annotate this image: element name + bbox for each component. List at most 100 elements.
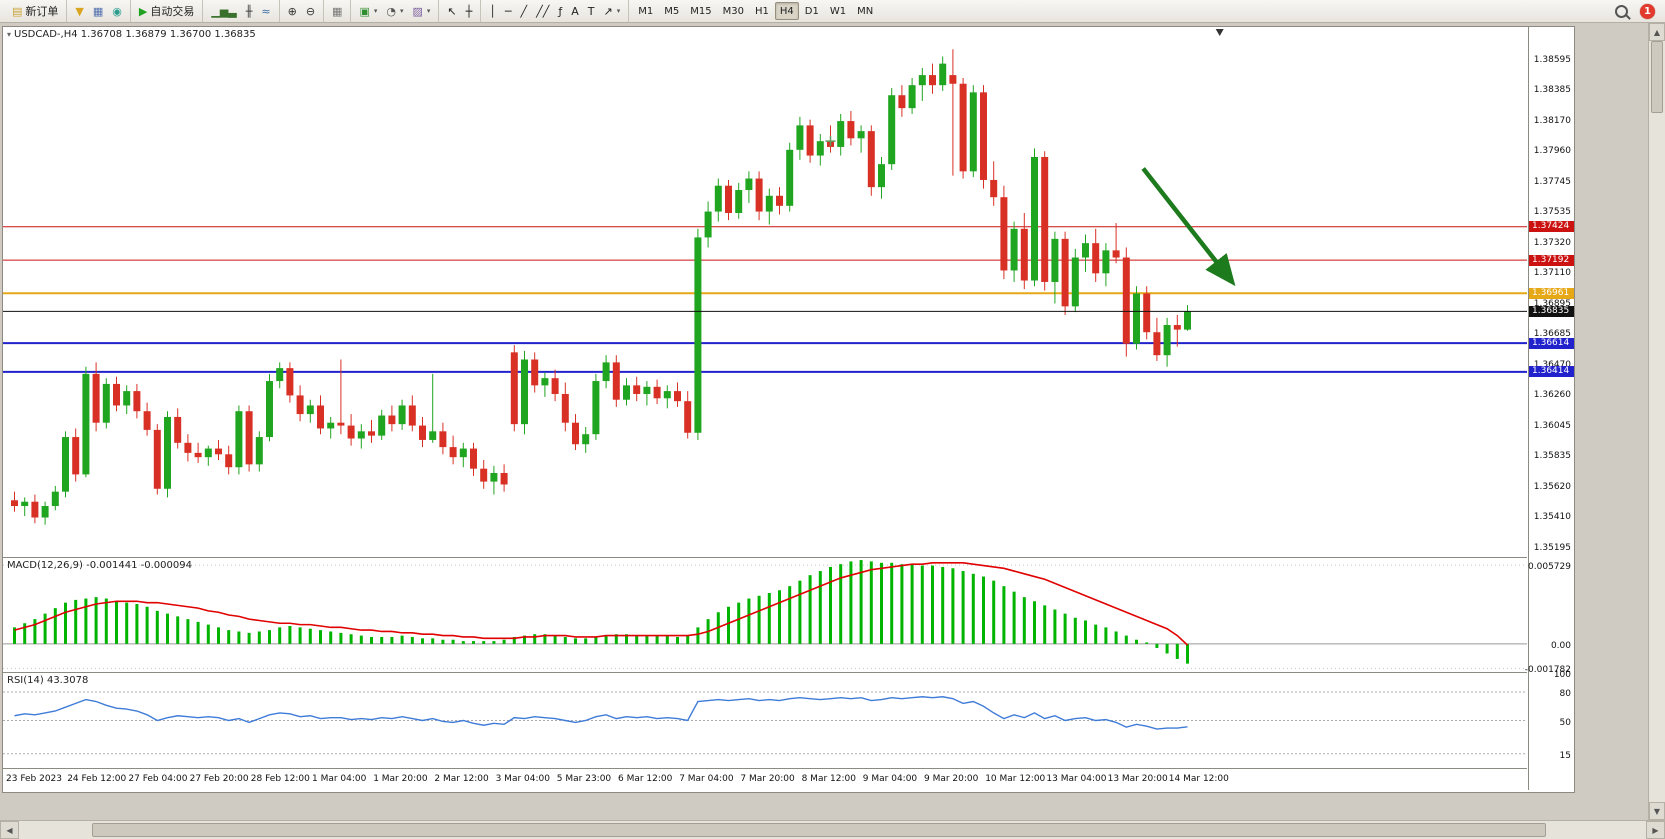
crosshair-button[interactable]: ┼: [462, 1, 477, 21]
bar-chart-button[interactable]: ▁▅▃: [207, 1, 240, 21]
main-chart-pane[interactable]: ▾ USDCAD-,H4 1.36708 1.36879 1.36700 1.36…: [3, 27, 1527, 558]
trendline-button[interactable]: ╱: [517, 1, 532, 21]
scroll-left-arrow-icon[interactable]: ◀: [0, 821, 19, 839]
time-axis-label: 13 Mar 04:00: [1046, 774, 1107, 784]
notification-badge[interactable]: 1: [1640, 3, 1655, 19]
tf-h1-button-label: H1: [754, 5, 769, 17]
navigator-button[interactable]: ◉: [108, 1, 126, 21]
tf-m30-button[interactable]: M30: [718, 2, 749, 20]
crosshair-icon: ┼: [465, 4, 473, 18]
time-axis-label: 5 Mar 23:00: [556, 774, 612, 784]
trend-arrow-annotation[interactable]: [1141, 167, 1236, 287]
tf-d1-button[interactable]: D1: [800, 2, 824, 20]
horizontal-line-button[interactable]: ─: [501, 1, 516, 21]
chart-window-usdcad: ▾ USDCAD-,H4 1.36708 1.36879 1.36700 1.36…: [2, 26, 1575, 793]
zoom-out-icon: ⊖: [305, 4, 316, 18]
search-button[interactable]: [1611, 1, 1632, 21]
scroll-right-arrow-icon[interactable]: ▶: [1646, 821, 1665, 839]
tf-m1-button[interactable]: M1: [633, 2, 658, 20]
bar-chart-icon: ▁▅▃: [211, 4, 237, 18]
text-button[interactable]: A: [567, 1, 583, 21]
toolbar-group-panels: ▼ ▦ ◉: [66, 0, 129, 22]
time-axis-label: 9 Mar 20:00: [924, 774, 979, 784]
v-scrollbar-thumb[interactable]: [1651, 41, 1663, 113]
rsi-axis-label: 80: [1559, 689, 1571, 699]
indicators-button[interactable]: ▣ ▾: [355, 1, 381, 21]
horizontal-scrollbar[interactable]: ◀ ▶: [0, 820, 1665, 839]
chevron-down-icon[interactable]: ▾: [7, 30, 12, 39]
arrows-button[interactable]: ↗ ▾: [600, 1, 625, 21]
market-watch-button[interactable]: ▼: [71, 1, 87, 21]
price-axis-label: 1.37110: [1533, 267, 1571, 278]
price-axis-label: 1.36685: [1533, 328, 1571, 339]
time-axis-label: 10 Mar 12:00: [985, 774, 1046, 784]
tf-m1-button-label: M1: [638, 5, 654, 17]
horizontal-line-objects[interactable]: [3, 226, 1527, 373]
toolbar-group-draw-tools: │ ─ ╱ ╱╱ ƒ A T ↗ ▾: [480, 0, 628, 22]
clock-icon: ◔: [386, 4, 396, 18]
tf-m5-button[interactable]: M5: [659, 2, 684, 20]
label-icon: T: [587, 4, 595, 18]
scroll-up-arrow-icon[interactable]: ▲: [1649, 23, 1665, 41]
price-axis[interactable]: 1.38595 1.38385 1.38170 1.37960 1.37745 1.375…: [1525, 27, 1574, 790]
channel-button[interactable]: ╱╱: [532, 1, 553, 21]
price-axis-label: 1.35195: [1533, 542, 1571, 553]
candlestick-icon: ╫: [245, 4, 253, 18]
autotrading-button[interactable]: ▶ 自动交易: [135, 1, 198, 21]
price-tag: 1.37192: [1529, 254, 1574, 266]
rsi-pane[interactable]: RSI(14) 43.3078: [3, 673, 1527, 769]
macd-label: MACD(12,26,9) -0.001441 -0.000094: [7, 560, 192, 571]
tf-h1-button[interactable]: H1: [750, 2, 774, 20]
macd-histogram: [13, 560, 1189, 664]
zoom-out-button[interactable]: ⊖: [302, 1, 319, 21]
tf-w1-button-label: W1: [829, 5, 847, 17]
tf-h4-button[interactable]: H4: [774, 2, 799, 20]
toolbar-group-objects: ▣ ▾ ◔ ▾ ▨ ▾: [350, 0, 438, 22]
indicator-plus-icon: ▣: [359, 4, 370, 18]
toolbar: ▤ 新订单 ▼ ▦ ◉ ▶ 自动交易 ▁▅▃ ╫ ≈ ⊕ ⊖ ▦ ▣ ▾ ◔ ▾ ▨ ▾ ↖ ┼ │ ─ ╱ ╱╱ ƒ A T ↗ ▾ M1…: [0, 0, 1665, 23]
periods-button[interactable]: ◔ ▾: [382, 1, 407, 21]
price-axis-label: 1.37535: [1533, 206, 1571, 217]
dropdown-caret-icon: ▾: [399, 7, 404, 15]
funnel-icon: ▼: [75, 4, 84, 18]
price-axis-label: 1.36470: [1533, 359, 1571, 370]
data-window-button[interactable]: ▦: [89, 1, 107, 21]
new-order-button-label: 新订单: [25, 5, 59, 18]
tf-w1-button[interactable]: W1: [825, 2, 851, 20]
tf-mn-button[interactable]: MN: [852, 2, 878, 20]
text-icon: A: [571, 4, 579, 18]
h-scrollbar-thumb[interactable]: [92, 823, 1546, 837]
new-order-button[interactable]: ▤ 新订单: [8, 1, 62, 21]
candlestick-chart-button[interactable]: ╫: [242, 1, 257, 21]
chart-shift-marker[interactable]: [1215, 29, 1224, 36]
tf-m5-button-label: M5: [664, 5, 680, 17]
tf-m15-button[interactable]: M15: [685, 2, 716, 20]
scroll-down-arrow-icon[interactable]: ▼: [1649, 802, 1665, 820]
price-axis-label: 1.37320: [1533, 237, 1571, 248]
dropdown-caret-icon: ▾: [426, 7, 431, 15]
tf-mn-button-label: MN: [857, 5, 874, 17]
tile-windows-button[interactable]: ▦: [328, 1, 346, 21]
line-chart-button[interactable]: ≈: [257, 1, 274, 21]
tf-m30-button-label: M30: [722, 5, 744, 17]
time-axis-label: 6 Mar 12:00: [618, 774, 673, 784]
price-axis-label: 1.36895: [1533, 298, 1571, 309]
plot-stack: ▾ USDCAD-,H4 1.36708 1.36879 1.36700 1.36…: [3, 27, 1527, 790]
templates-button[interactable]: ▨ ▾: [408, 1, 434, 21]
plus-marker-object[interactable]: [825, 136, 836, 147]
zoom-in-button[interactable]: ⊕: [284, 1, 301, 21]
label-button[interactable]: T: [584, 1, 599, 21]
tile-windows-icon: ▦: [332, 4, 343, 18]
vertical-scrollbar[interactable]: ▲ ▼: [1648, 23, 1665, 820]
price-tag: 1.36614: [1529, 337, 1574, 349]
fibonacci-button[interactable]: ƒ: [554, 1, 566, 21]
price-axis-label: 1.38385: [1533, 84, 1571, 95]
time-axis-label: 28 Feb 12:00: [250, 774, 310, 784]
cursor-button[interactable]: ↖: [443, 1, 460, 21]
vertical-line-button[interactable]: │: [485, 1, 500, 21]
dropdown-caret-icon: ▾: [373, 7, 378, 15]
toolbar-group-chart-types: ▁▅▃ ╫ ≈: [202, 0, 278, 22]
macd-pane[interactable]: MACD(12,26,9) -0.001441 -0.000094: [3, 558, 1527, 673]
time-axis[interactable]: 23 Feb 2023 24 Feb 12:00 27 Feb 04:00 27 Fe…: [3, 769, 1527, 790]
